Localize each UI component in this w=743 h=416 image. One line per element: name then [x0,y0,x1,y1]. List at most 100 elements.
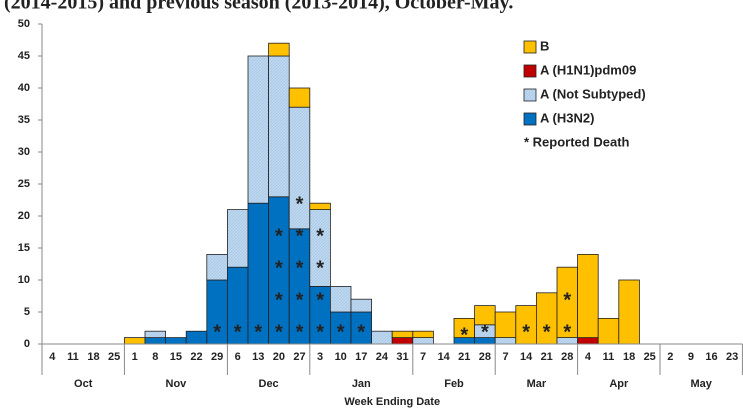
x-tick-label: 11 [67,351,79,363]
bar-segment [391,330,414,339]
bar-segment [494,337,517,345]
bar-segment [268,42,290,57]
bar-segment [350,298,373,313]
death-markers: * [234,321,242,343]
month-label: Nov [166,378,188,390]
y-tick-label: 25 [18,178,30,190]
death-marker: * [481,321,489,343]
x-tick-label: 18 [87,351,99,363]
chart-title: (2014-2015) and previous season (2013-20… [4,0,513,14]
bar-segment [288,87,311,108]
death-markers: * [481,321,489,343]
death-markers: * [213,321,221,343]
bar-segment [412,330,434,339]
bar-segment [309,202,331,210]
x-tick-label: 4 [585,351,592,363]
death-marker: * [563,289,571,311]
x-tick-label: 21 [458,351,470,363]
bar-segment [412,337,434,345]
x-axis-label: Week Ending Date [344,396,440,408]
death-marker: * [254,321,262,343]
bar-segment [577,337,599,345]
death-markers: * * * * [275,225,283,343]
y-tick-label: 0 [24,338,30,350]
death-marker: * [296,257,304,279]
x-tick-label: 18 [623,351,635,363]
month-label: May [690,378,712,390]
bar-segment [185,330,208,345]
y-tick-label: 20 [18,210,30,222]
bar-segment [494,311,517,339]
y-tick-label: 15 [18,242,30,254]
death-markers: * [357,321,365,343]
legend-swatch [523,40,537,54]
death-marker: * [275,225,283,247]
x-tick-label: 8 [152,351,158,363]
x-tick-label: 31 [396,351,408,363]
month-label: Oct [74,378,93,390]
x-tick-label: 6 [235,351,241,363]
death-markers: * [460,324,468,346]
death-markers: ** [563,289,571,343]
x-tick-label: 16 [705,351,717,363]
x-tick-label: 25 [108,351,120,363]
x-tick-label: 4 [49,351,56,363]
x-tick-label: 1 [132,351,138,363]
x-tick-label: 14 [520,351,533,363]
bar-segment [165,337,187,345]
legend-label: A (H3N2) [540,110,594,125]
legend-swatch [523,64,537,78]
death-marker: * [296,321,304,343]
x-tick-label: 13 [252,351,264,363]
death-marker: * [460,324,468,346]
month-label: Mar [527,378,547,390]
death-marker: * [213,321,221,343]
death-marker: * [275,289,283,311]
death-markers: * * * * * [296,193,304,343]
death-marker: * [563,321,571,343]
bar-segment [597,317,620,345]
death-marker: * [296,225,304,247]
legend-label: * Reported Death [524,134,630,149]
death-marker: * [296,289,304,311]
x-tick-label: 29 [211,351,223,363]
x-tick-label: 11 [603,351,615,363]
bar-segment [144,337,167,345]
bar-segment [391,337,414,345]
legend-swatch [523,112,537,126]
death-marker: * [337,321,345,343]
y-tick-label: 40 [18,82,30,94]
x-tick-label: 7 [420,351,426,363]
month-label: Jan [352,378,371,390]
legend-label: B [540,38,549,53]
death-marker: * [316,321,324,343]
y-tick-label: 10 [18,274,30,286]
x-tick-label: 28 [479,351,491,363]
death-markers: * [543,321,551,343]
x-tick-label: 25 [644,351,656,363]
y-tick-label: 30 [18,146,30,158]
bar-segment [144,330,167,339]
death-marker: * [275,321,283,343]
death-marker: * [316,257,324,279]
bar-segment [247,55,270,204]
x-tick-label: 14 [438,351,451,363]
death-markers: * [337,321,345,343]
x-tick-label: 17 [355,351,367,363]
x-tick-label: 10 [335,351,347,363]
x-tick-label: 3 [317,351,323,363]
y-tick-label: 5 [24,306,30,318]
x-tick-label: 24 [376,351,389,363]
death-marker: * [357,321,365,343]
death-marker: * [296,193,304,215]
bar-segment [124,337,146,345]
x-tick-label: 15 [170,351,182,363]
bar-segment [577,253,599,338]
x-tick-label: 22 [190,351,202,363]
death-markers: * [522,321,530,343]
legend-label: A (Not Subtyped) [540,86,646,101]
legend-swatch [523,88,537,102]
death-marker: * [543,321,551,343]
y-tick-label: 35 [18,114,30,126]
